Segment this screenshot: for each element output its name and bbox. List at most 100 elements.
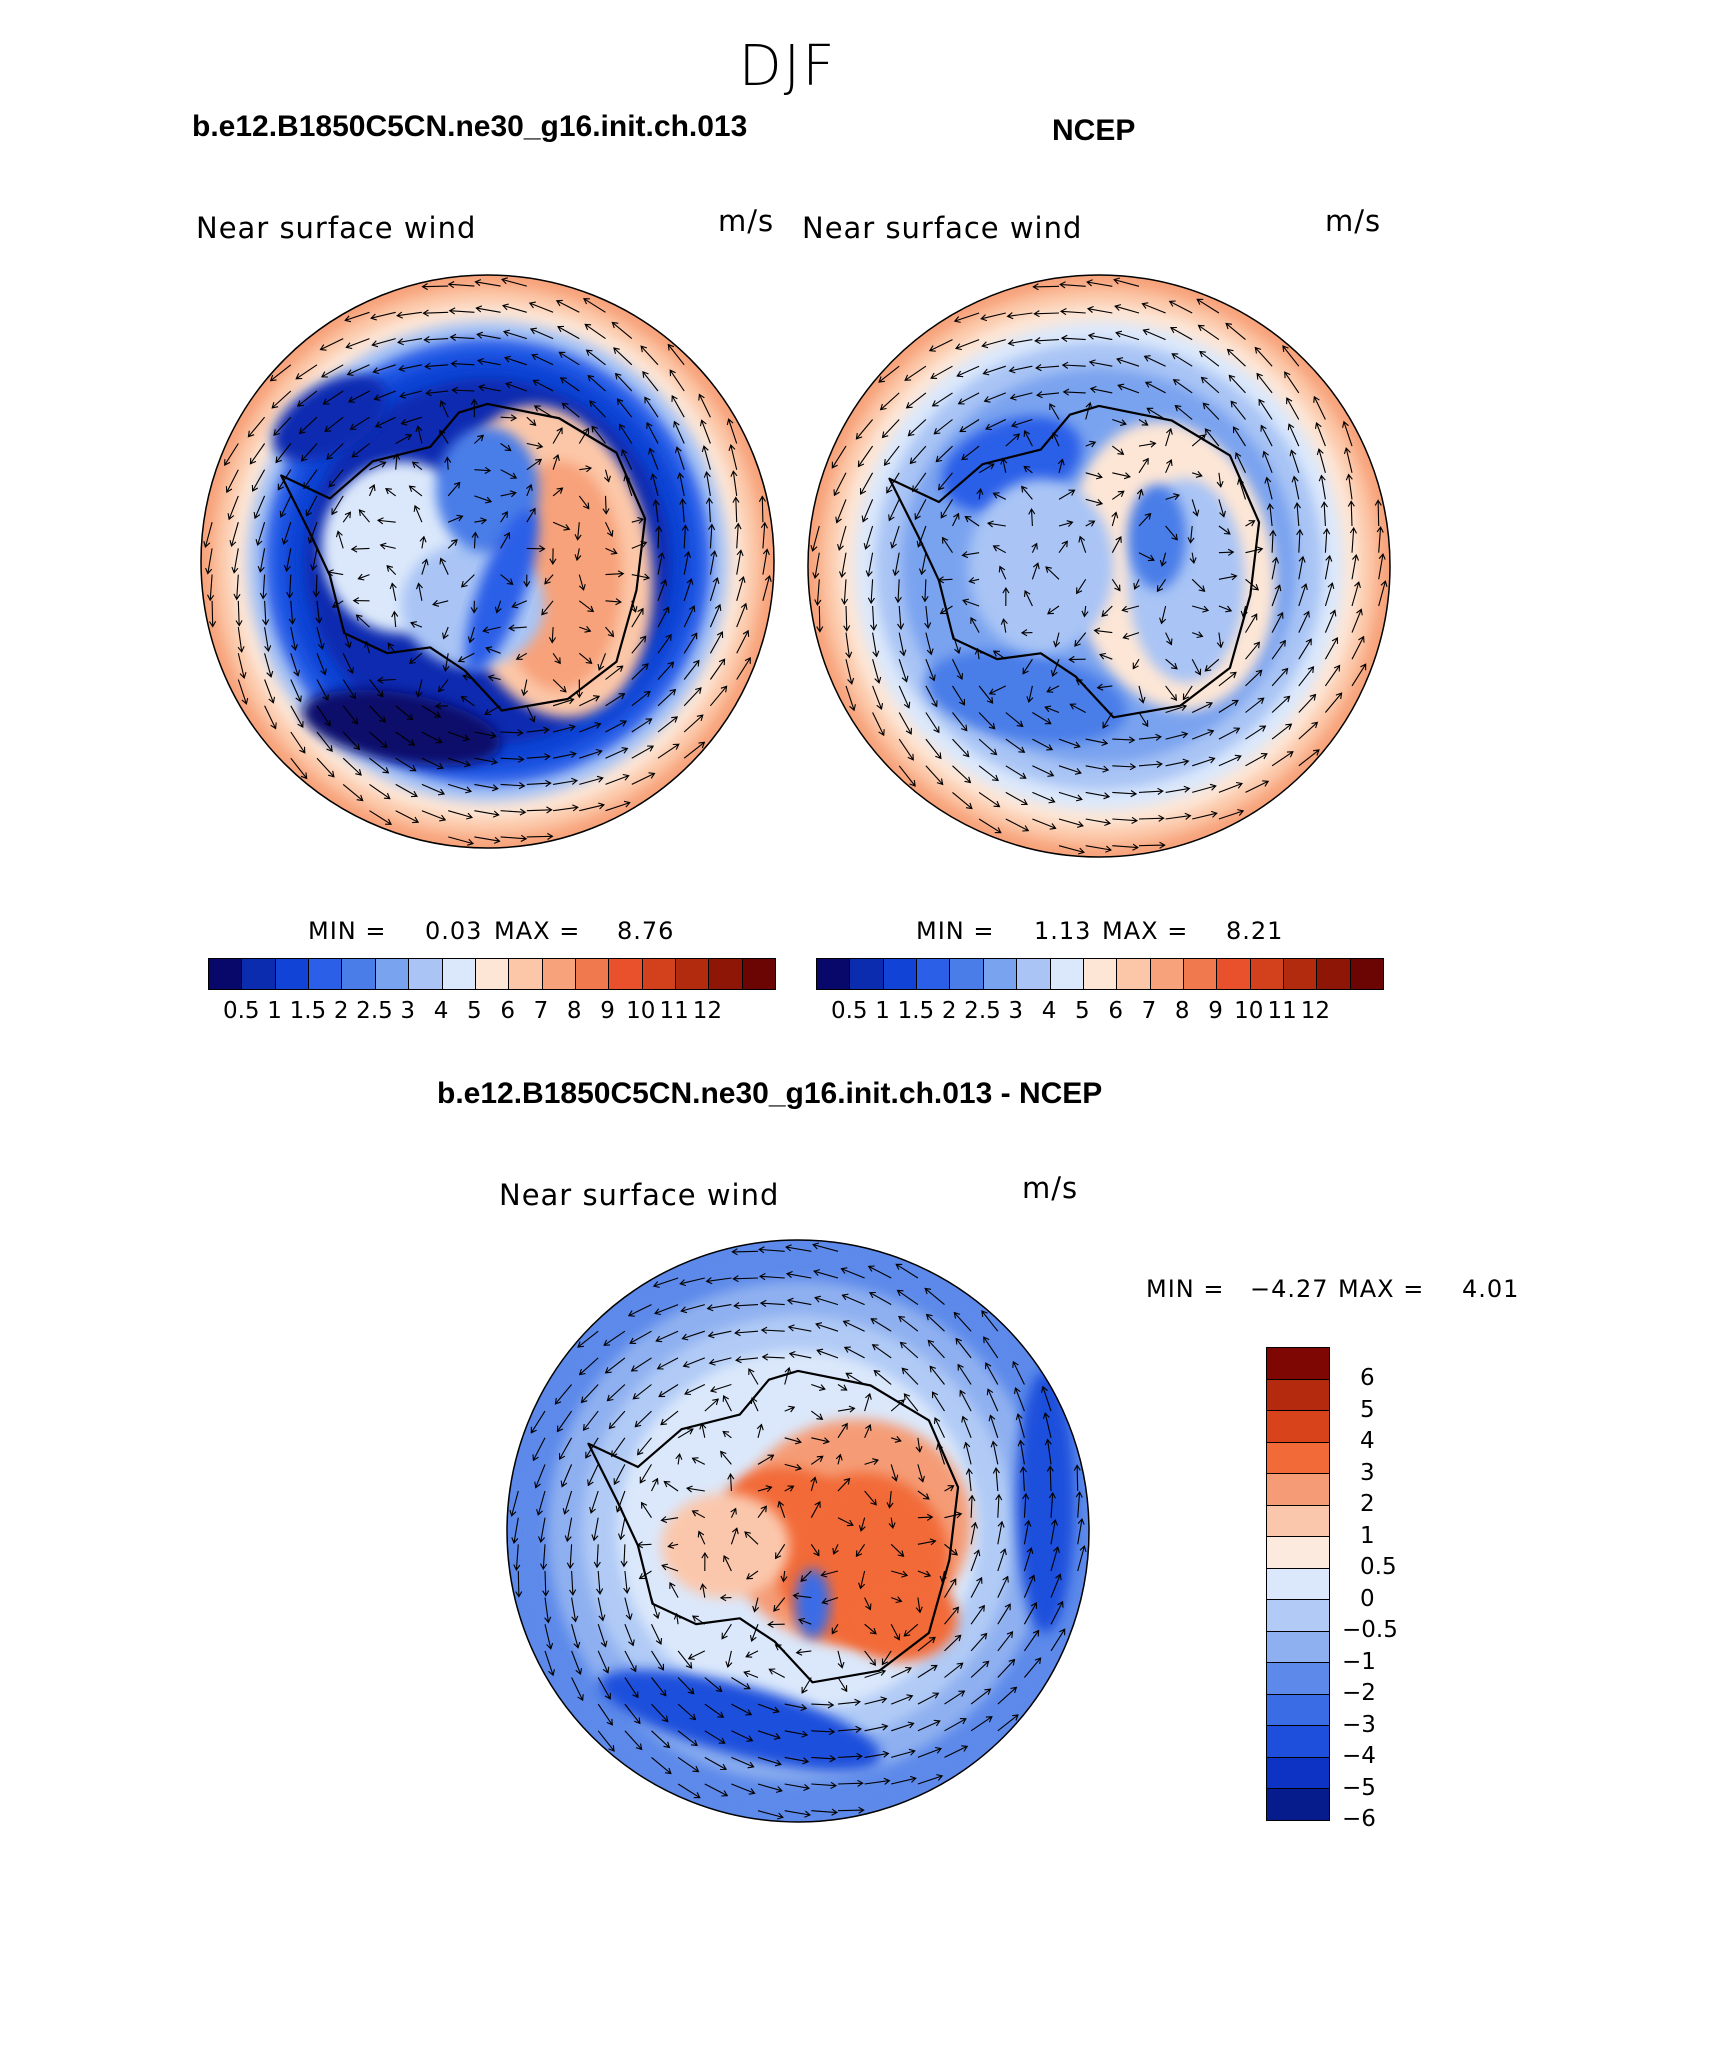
- wind-vector: [620, 1544, 628, 1568]
- wind-vector: [560, 1464, 573, 1488]
- wind-vector: [777, 1500, 786, 1518]
- wind-vector: [579, 748, 603, 759]
- wind-vector: [731, 1248, 759, 1256]
- wind-vector: [988, 1414, 999, 1438]
- wind-vector: [843, 605, 851, 632]
- wind-vector: [837, 1779, 864, 1787]
- wind-vector: [290, 626, 298, 651]
- wind-vector: [364, 640, 372, 654]
- wind-vector: [528, 301, 554, 313]
- wind-vector: [1298, 693, 1317, 713]
- colorbar-swatch: [983, 959, 1018, 989]
- wind-vector: [500, 469, 518, 479]
- wind-vector: [657, 688, 677, 707]
- wind-vector: [347, 390, 370, 403]
- wind-vector: [683, 741, 706, 759]
- wind-vector: [1324, 692, 1343, 713]
- wind-vector: [669, 1581, 679, 1598]
- wind-vector: [1218, 605, 1233, 613]
- wind-vector: [1035, 364, 1060, 372]
- wind-vector: [924, 1287, 945, 1306]
- wind-vector: [615, 1490, 626, 1513]
- wind-vector: [1218, 699, 1239, 713]
- wind-vector: [864, 1597, 872, 1611]
- model-min-value: 0.03: [425, 917, 483, 945]
- wind-vector: [761, 1353, 785, 1361]
- wind-vector: [811, 1781, 838, 1789]
- wind-vector: [982, 365, 1006, 376]
- wind-vector: [1045, 566, 1060, 580]
- wind-vector: [1111, 578, 1121, 592]
- wind-vector: [650, 473, 659, 497]
- wind-vector: [578, 1357, 599, 1376]
- wind-vector: [865, 552, 874, 578]
- wind-vector: [307, 522, 318, 544]
- wind-vector: [1098, 652, 1113, 660]
- wind-vector: [1044, 1438, 1052, 1465]
- wind-vector: [526, 705, 536, 723]
- wind-vector: [533, 405, 554, 418]
- wind-vector: [305, 495, 318, 517]
- colorbar-tick-label: 8: [566, 998, 582, 1024]
- wind-vector: [474, 836, 501, 844]
- wind-vector: [460, 695, 475, 707]
- wind-vector: [1085, 791, 1111, 800]
- wind-vector: [1069, 703, 1086, 713]
- wind-vector: [447, 514, 464, 523]
- wind-vector: [784, 1437, 802, 1445]
- wind-vector: [1077, 1518, 1085, 1545]
- wind-vector: [951, 632, 961, 655]
- wind-vector: [478, 384, 501, 392]
- wind-vector: [1159, 605, 1167, 625]
- wind-vector: [727, 1473, 735, 1492]
- wind-vector: [273, 416, 292, 436]
- wind-vector: [619, 423, 633, 444]
- wind-vector: [605, 521, 614, 538]
- wind-vector: [867, 579, 875, 605]
- wind-vector: [639, 1464, 652, 1484]
- wind-vector: [322, 390, 344, 405]
- wind-vector: [398, 364, 423, 372]
- wind-vector: [1171, 353, 1193, 367]
- wind-vector: [757, 1730, 781, 1740]
- colorbar-swatch: [1317, 959, 1351, 989]
- wind-vector: [604, 1357, 626, 1374]
- wind-vector: [709, 658, 726, 680]
- map-border: [807, 274, 1391, 858]
- wind-vector: [677, 1756, 700, 1773]
- wind-vector: [290, 705, 304, 729]
- wind-vector: [1191, 701, 1213, 713]
- wind-vector: [683, 714, 704, 733]
- diff-max-text: MAX =: [1338, 1275, 1425, 1303]
- wind-vector: [925, 1313, 945, 1332]
- wind-vector: [536, 1490, 546, 1516]
- wind-vector: [342, 626, 352, 649]
- wind-vector: [736, 549, 744, 575]
- wind-vector: [434, 702, 449, 710]
- wind-vector: [509, 1490, 519, 1517]
- wind-vector: [978, 463, 995, 474]
- colorbar-tick-label: 3: [1008, 998, 1024, 1024]
- wind-vector: [642, 370, 659, 392]
- wind-vector: [970, 1576, 983, 1598]
- wind-vector: [961, 551, 980, 559]
- wind-vector: [315, 600, 323, 624]
- model-colorbar: [208, 958, 776, 990]
- wind-vector: [1245, 725, 1267, 740]
- wind-vector: [650, 1597, 660, 1620]
- wind-vector: [632, 1384, 652, 1400]
- wind-vector: [671, 394, 685, 418]
- wind-vector: [745, 1650, 759, 1658]
- wind-vector: [346, 364, 370, 376]
- wind-vector: [326, 443, 344, 460]
- colorbar-tick-label: 0: [1360, 1585, 1375, 1612]
- wind-vector: [1245, 780, 1270, 793]
- wind-vector: [890, 1694, 914, 1705]
- colorbar-tick-label: 0.5: [1360, 1554, 1397, 1581]
- wind-vector: [1376, 526, 1384, 553]
- wind-vector: [290, 757, 308, 780]
- wind-vector: [891, 1721, 915, 1732]
- wind-vector: [421, 783, 446, 796]
- colorbar-swatch: [742, 959, 776, 989]
- colorbar-swatch: [1267, 1789, 1329, 1820]
